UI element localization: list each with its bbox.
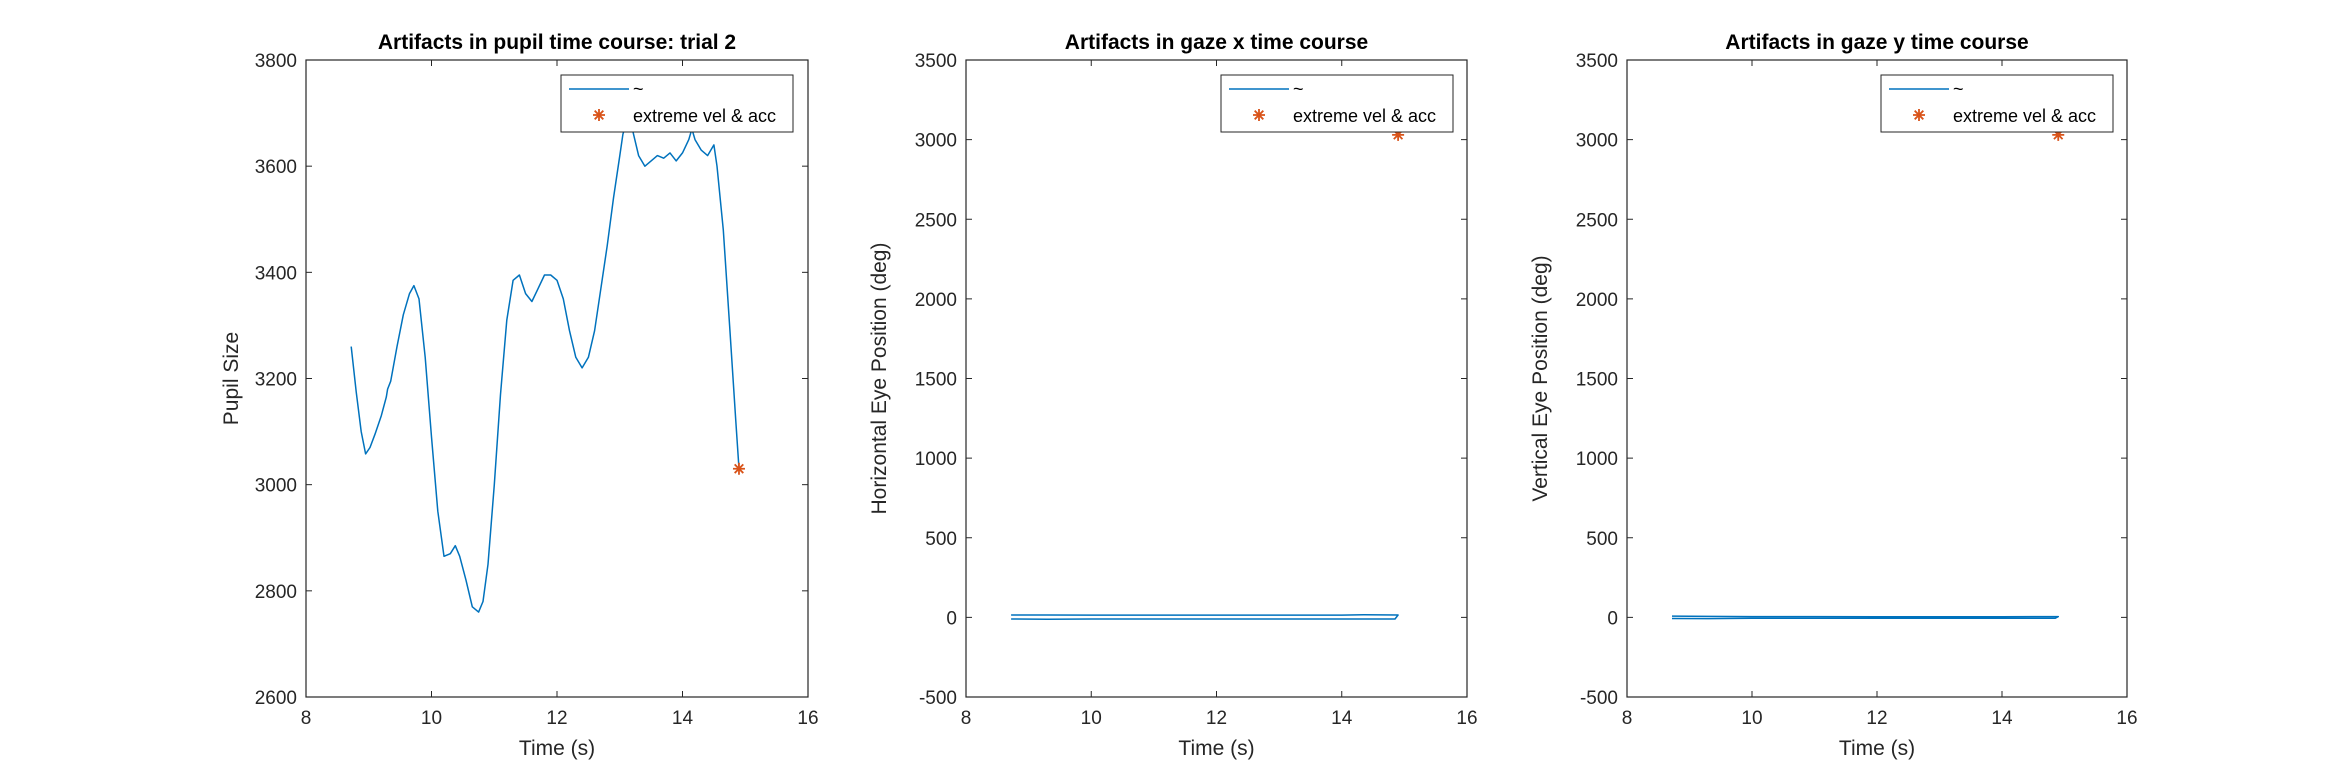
chart-title: Artifacts in gaze x time course: [1065, 31, 1368, 54]
y-tick-label: 3400: [255, 263, 297, 284]
y-tick-label: 3000: [255, 476, 297, 497]
y-tick-label: 3000: [915, 131, 957, 152]
series-marker: [732, 462, 745, 475]
y-axis-label: Pupil Size: [220, 332, 243, 425]
y-tick-label: 2600: [255, 688, 297, 709]
x-tick-label: 12: [1206, 708, 1227, 729]
y-tick-label: 2500: [1576, 210, 1618, 231]
legend-box: [560, 74, 794, 133]
y-tick-label: 0: [1607, 608, 1618, 629]
chart-1: 8 10 12 14 16 2600 2800 3000 3200 3400 3600 3800 Art…: [220, 31, 819, 760]
y-tick-label: 500: [925, 529, 957, 550]
legend-label-marker: extreme vel & acc: [1953, 106, 2096, 126]
legend-box: [1880, 74, 2114, 133]
series-group: [1011, 614, 1399, 621]
x-tick-label: 8: [301, 708, 312, 729]
series-group: [1671, 615, 2060, 620]
y-tick-label: 2800: [255, 582, 297, 603]
x-tick-label: 16: [2116, 708, 2137, 729]
y-tick-label: 3500: [915, 51, 957, 72]
y-axis-label: Horizontal Eye Position (deg): [868, 243, 891, 515]
x-tick-label: 10: [1081, 708, 1102, 729]
x-tick-label: 16: [797, 708, 818, 729]
legend-marker-swatch: [1253, 109, 1265, 121]
chart-2: 8 10 12 14 16 -500 0 500 1000 1500 2000 2500 3000 350…: [868, 31, 1478, 760]
y-tick-label: 1000: [915, 449, 957, 470]
y-tick-label: 3800: [255, 51, 297, 72]
series-line: [1011, 614, 1399, 621]
plot-area: [965, 59, 1468, 698]
series-line: [1671, 615, 2060, 620]
x-tick-label: 8: [1622, 708, 1633, 729]
plot-area: [305, 59, 809, 698]
legend: ~ extreme vel & acc: [1220, 74, 1454, 133]
x-tick-label: 14: [1331, 708, 1353, 729]
legend-marker-swatch: [593, 109, 605, 121]
x-tick-label: 10: [1741, 708, 1762, 729]
y-tick-label: 3200: [255, 370, 297, 391]
x-tick-label: 8: [961, 708, 972, 729]
y-tick-label: 1500: [1576, 370, 1618, 391]
x-axis-label: Time (s): [519, 737, 595, 760]
y-tick-label: 500: [1586, 529, 1618, 550]
legend-label-line: ~: [1953, 79, 1964, 99]
legend: ~ extreme vel & acc: [1880, 74, 2114, 133]
chart-title: Artifacts in gaze y time course: [1725, 31, 2028, 54]
y-tick-label: 3500: [1576, 51, 1618, 72]
y-axis-label: Vertical Eye Position (deg): [1529, 255, 1552, 501]
y-tick-label: 3600: [255, 157, 297, 178]
y-tick-label: 3000: [1576, 131, 1618, 152]
series-group: [350, 122, 740, 613]
x-tick-label: 12: [546, 708, 567, 729]
chart-3: 8 10 12 14 16 -500 0 500 1000 1500 2000 2500 3000 350…: [1529, 31, 2138, 760]
series-marker: [2052, 128, 2065, 141]
series-line: [350, 122, 740, 613]
legend-box: [1220, 74, 1454, 133]
y-tick-label: -500: [1580, 688, 1618, 709]
legend-label-marker: extreme vel & acc: [1293, 106, 1436, 126]
x-tick-label: 14: [1991, 708, 2013, 729]
chart-title: Artifacts in pupil time course: trial 2: [378, 31, 736, 54]
legend-label-line: ~: [633, 79, 644, 99]
y-tick-label: -500: [919, 688, 957, 709]
y-tick-label: 1000: [1576, 449, 1618, 470]
plot-area: [1626, 59, 2128, 698]
legend-marker-swatch: [1913, 109, 1925, 121]
x-tick-label: 10: [421, 708, 442, 729]
x-axis-label: Time (s): [1178, 737, 1254, 760]
y-tick-label: 1500: [915, 370, 957, 391]
x-axis-label: Time (s): [1839, 737, 1915, 760]
series-marker: [1392, 128, 1405, 141]
y-tick-label: 2000: [1576, 290, 1618, 311]
x-tick-label: 12: [1866, 708, 1887, 729]
y-tick-label: 2500: [915, 210, 957, 231]
legend-label-line: ~: [1293, 79, 1304, 99]
y-tick-label: 0: [946, 608, 957, 629]
legend: ~ extreme vel & acc: [560, 74, 794, 133]
x-tick-label: 14: [672, 708, 694, 729]
x-tick-label: 16: [1456, 708, 1477, 729]
legend-label-marker: extreme vel & acc: [633, 106, 776, 126]
y-tick-label: 2000: [915, 290, 957, 311]
